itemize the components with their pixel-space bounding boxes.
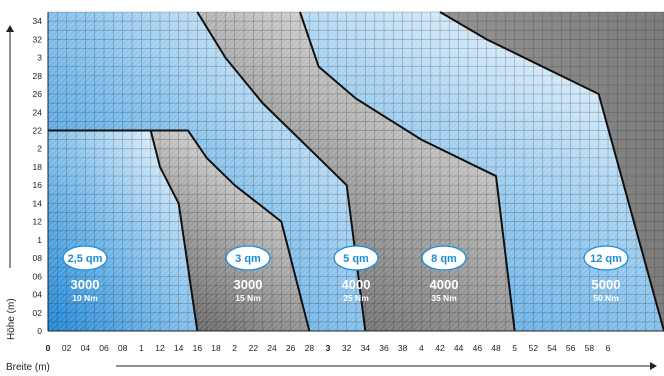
y-tick-label: 2 <box>37 144 42 154</box>
zone-boundary-line <box>439 11 664 332</box>
x-tick-label: 42 <box>435 343 445 353</box>
x-tick-label: 22 <box>249 343 259 353</box>
zone-area-label: 8 qm <box>431 253 457 265</box>
x-tick-label: 36 <box>379 343 389 353</box>
y-tick-label: 26 <box>33 89 43 99</box>
zone-area-label: 3 qm <box>235 253 261 265</box>
y-tick-label: 32 <box>33 34 43 44</box>
zone-area-badge <box>62 245 108 271</box>
y-tick-label: 28 <box>33 71 43 81</box>
zone-value-label: 4000 <box>430 277 459 292</box>
x-tick-label: 4 <box>419 343 424 353</box>
zone-area-badge <box>583 245 629 271</box>
zone-boundary-line <box>196 11 367 332</box>
zone-hatch <box>48 130 198 331</box>
zones-layer <box>48 12 664 331</box>
zone-area-badge <box>421 245 467 271</box>
x-tick-label: 52 <box>529 343 539 353</box>
grid-layer <box>47 11 664 332</box>
x-tick-label: 02 <box>62 343 72 353</box>
y-tick-label: 22 <box>33 125 43 135</box>
y-tick-label: 3 <box>37 53 42 63</box>
zone-torque-label: 50 Nm <box>593 293 619 303</box>
zone-value-label: 5000 <box>592 277 621 292</box>
x-tick-label: 28 <box>305 343 315 353</box>
zone-boundary-line <box>299 11 516 332</box>
zone-torque-label: 35 Nm <box>431 293 457 303</box>
y-tick-label: 04 <box>33 290 43 300</box>
y-tick-label: 24 <box>33 107 43 117</box>
x-tick-label: 5 <box>512 343 517 353</box>
x-tick-label: 0 <box>46 343 51 353</box>
x-tick-label: 08 <box>118 343 128 353</box>
x-tick-label: 1 <box>139 343 144 353</box>
axes-layer: Breite (m) Höhe (m) <box>6 12 664 373</box>
y-tick-label: 06 <box>33 271 43 281</box>
y-tick-label: 02 <box>33 308 43 318</box>
zone-torque-label: 15 Nm <box>235 293 261 303</box>
zone-value-label: 3000 <box>71 277 100 292</box>
y-tick-label: 14 <box>33 198 43 208</box>
zone-value-label: 4000 <box>342 277 371 292</box>
zone-area-label: 2,5 qm <box>68 253 103 265</box>
x-tick-label: 12 <box>155 343 165 353</box>
x-tick-label: 14 <box>174 343 184 353</box>
y-tick-label: 16 <box>33 180 43 190</box>
x-tick-label: 58 <box>585 343 595 353</box>
zone-area-label: 5 qm <box>343 253 369 265</box>
zone-boundary-line <box>150 129 311 332</box>
x-tick-label: 38 <box>398 343 408 353</box>
zone-area-badge <box>225 245 271 271</box>
zone-area-label: 12 qm <box>590 253 622 265</box>
y-tick-label: 18 <box>33 162 43 172</box>
zone-area-badge <box>333 245 379 271</box>
y-axis-title: Höhe (m) <box>6 298 17 340</box>
x-tick-label: 06 <box>99 343 109 353</box>
x-tick-label: 3 <box>326 343 331 353</box>
y-tick-label: 34 <box>33 16 43 26</box>
zone-value-label: 3000 <box>234 277 263 292</box>
x-tick-label: 2 <box>232 343 237 353</box>
x-tick-label: 44 <box>454 343 464 353</box>
zone-boundary-line <box>48 129 199 332</box>
x-tick-label: 16 <box>193 343 203 353</box>
tick-labels-layer: 0 02 04 06 08 1 12 14 16 18 2 22 24 26 28 3 32 34 36 38 4 42 4… <box>33 16 611 353</box>
zone-torque-label: 25 Nm <box>343 293 369 303</box>
x-tick-label: 18 <box>211 343 221 353</box>
y-tick-label: 08 <box>33 253 43 263</box>
x-tick-label: 46 <box>473 343 483 353</box>
x-tick-label: 26 <box>286 343 296 353</box>
x-tick-label: 34 <box>361 343 371 353</box>
boundary-lines-layer <box>48 11 664 332</box>
x-tick-label: 56 <box>566 343 576 353</box>
x-tick-label: 32 <box>342 343 352 353</box>
x-tick-label: 24 <box>267 343 277 353</box>
zone-torque-label: 10 Nm <box>72 293 98 303</box>
y-tick-label: 0 <box>37 326 42 336</box>
y-tick-label: 12 <box>33 217 43 227</box>
x-tick-label: 54 <box>547 343 557 353</box>
x-tick-label: 6 <box>606 343 611 353</box>
x-tick-label: 04 <box>81 343 91 353</box>
x-tick-label: 48 <box>491 343 501 353</box>
x-axis-title: Breite (m) <box>6 362 50 373</box>
y-tick-label: 1 <box>37 235 42 245</box>
